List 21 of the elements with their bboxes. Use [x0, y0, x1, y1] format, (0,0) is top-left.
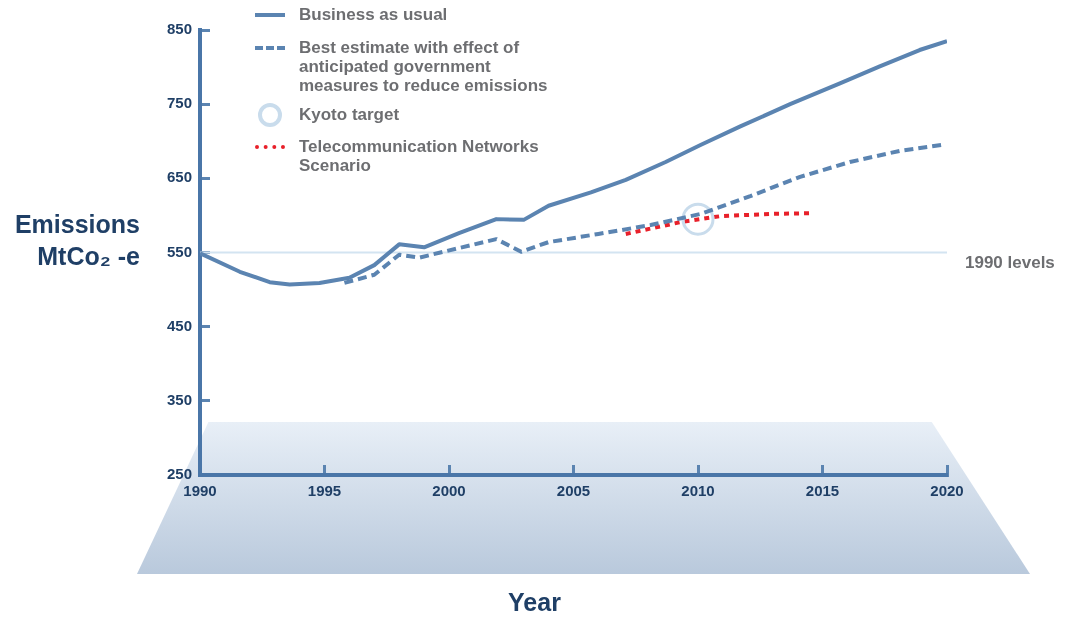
y-tick-label: 750 — [166, 94, 192, 112]
x-tick-label: 2010 — [681, 482, 715, 500]
x-tick-label: 1995 — [307, 482, 342, 500]
x-tick-label: 2015 — [805, 482, 840, 500]
x-axis-title: Year — [507, 588, 562, 617]
y-tick-label: 250 — [166, 465, 192, 483]
legend-label: Kyoto target — [299, 105, 400, 124]
x-tick-label: 2005 — [556, 482, 591, 500]
y-axis-title: Emissions MtCo₂ -e — [13, 209, 140, 272]
legend-label: Best estimate with effect of anticipated government measures to reduce emissions — [299, 38, 549, 95]
x-tick-label: 2020 — [930, 482, 964, 500]
legend-label: Telecommunication Networks Scenario — [299, 137, 540, 175]
x-tick-label: 1990 — [183, 482, 217, 500]
y-tick-label: 650 — [166, 168, 192, 186]
x-tick-label: 2000 — [432, 482, 466, 500]
y-tick-label: 550 — [166, 242, 192, 260]
y-tick-label: 850 — [166, 20, 192, 38]
y-tick-label: 350 — [166, 390, 192, 408]
y-tick-label: 450 — [166, 316, 192, 334]
legend-label: Business as usual — [299, 5, 448, 24]
ref-line-label: 1990 levels — [965, 253, 1055, 273]
